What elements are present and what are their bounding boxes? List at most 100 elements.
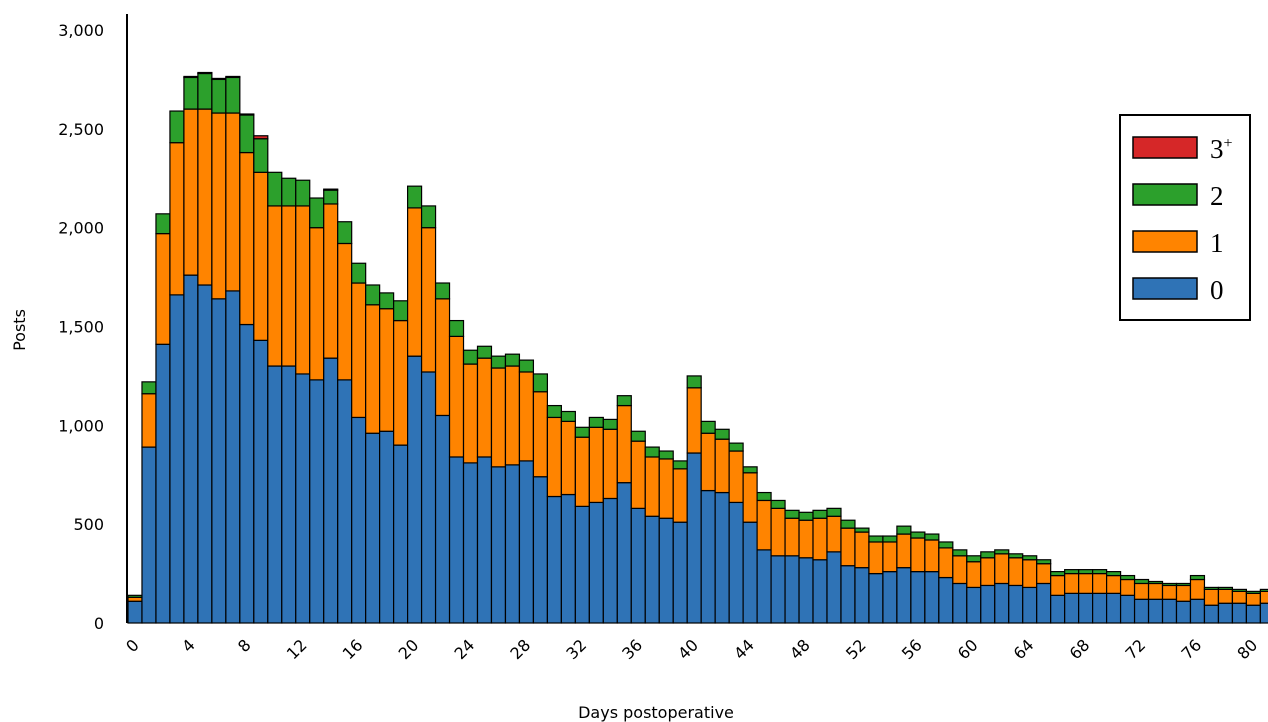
bar-segment-0-day-36: [630, 507, 646, 624]
bar-segment-1-day-50: [826, 515, 842, 553]
x-tick-label: 16: [339, 635, 367, 663]
bar-segment-0-day-77: [1203, 604, 1220, 624]
bar-segment-1-day-6: [211, 112, 227, 300]
bar-segment-2-day-10: [267, 171, 283, 207]
bar-segment-0-day-69: [1092, 592, 1108, 624]
bar-segment-0-day-57: [924, 571, 940, 624]
bar-segment-1-day-49: [812, 517, 828, 561]
bar-segment-2-day-18: [379, 292, 395, 310]
x-tick-label: 0: [122, 635, 143, 656]
y-axis-title: Posts: [10, 309, 29, 351]
x-tick-label: 24: [450, 635, 478, 663]
bar-segment-2-day-17: [365, 284, 381, 306]
bar-segment-0-day-38: [658, 517, 674, 624]
bar-segment-3plus-day-8: [239, 113, 255, 116]
bar-segment-1-day-35: [616, 404, 632, 484]
bar-segment-2-day-29: [532, 373, 548, 393]
bar-segment-1-day-36: [630, 440, 646, 509]
bar-segment-0-day-62: [994, 582, 1010, 624]
x-tick-label: 52: [842, 635, 870, 663]
bar-segment-1-day-46: [770, 507, 786, 557]
bar-segment-2-day-43: [728, 442, 744, 452]
x-tick-label: 48: [786, 635, 814, 663]
bar-segment-0-day-63: [1008, 584, 1024, 624]
bar-segment-0-day-53: [868, 572, 884, 624]
bar-segment-2-day-3: [169, 110, 185, 144]
bar-segment-1-day-58: [938, 547, 954, 579]
bar-segment-0-day-5: [197, 284, 213, 624]
bar-segment-0-day-25: [476, 456, 493, 624]
bar-segment-2-day-1: [141, 381, 157, 395]
bar-segment-0-day-74: [1161, 598, 1178, 624]
bar-segment-0-day-11: [281, 365, 297, 624]
bar-segment-0-day-71: [1119, 594, 1136, 624]
bar-segment-0-day-23: [448, 456, 465, 624]
bar-segment-2-day-49: [812, 509, 828, 519]
bar-segment-2-day-15: [337, 221, 353, 245]
y-tick-label: 500: [73, 515, 104, 534]
bar-segment-0-day-52: [854, 567, 870, 624]
x-tick-label: 32: [562, 635, 590, 663]
bar-segment-1-day-30: [546, 416, 562, 498]
bar-segment-0-day-47: [784, 555, 800, 624]
bar-segment-1-day-55: [896, 533, 912, 569]
legend-swatch-2: [1132, 183, 1198, 206]
bar-segment-3plus-day-7: [225, 75, 241, 79]
bar-segment-0-day-0: [127, 600, 143, 624]
bar-segment-0-day-13: [309, 379, 325, 624]
legend-label-1: 1: [1210, 228, 1224, 258]
legend-label-0: 0: [1210, 275, 1224, 305]
bar-segment-2-day-42: [714, 428, 730, 440]
bar-segment-0-day-29: [532, 476, 548, 624]
x-tick-label: 72: [1121, 635, 1149, 663]
bar-segment-1-day-26: [490, 367, 507, 468]
bar-segment-2-day-11: [281, 177, 297, 207]
bar-segment-0-day-43: [728, 501, 744, 624]
bar-segment-0-day-60: [966, 586, 982, 624]
bar-segment-0-day-64: [1022, 586, 1038, 624]
bar-segment-2-day-60: [966, 555, 982, 563]
bar-segment-1-day-67: [1064, 572, 1080, 594]
bar-segment-1-day-64: [1022, 559, 1038, 589]
bar-segment-2-day-73: [1147, 580, 1164, 585]
bar-segment-1-day-19: [393, 319, 409, 446]
x-tick-label: 76: [1177, 635, 1205, 663]
bar-segment-2-day-23: [448, 319, 465, 337]
bar-segment-0-day-7: [225, 290, 241, 624]
bar-segment-2-day-65: [1036, 559, 1052, 565]
bar-segment-0-day-70: [1105, 592, 1122, 624]
bar-segment-2-day-66: [1050, 571, 1066, 577]
y-tick-label: 3,000: [58, 21, 104, 40]
bar-segment-0-day-79: [1231, 602, 1248, 624]
bar-segment-2-day-53: [868, 535, 884, 543]
bar-segment-2-day-27: [504, 353, 521, 367]
bar-segment-2-day-61: [980, 551, 996, 559]
bar-segment-0-day-56: [910, 571, 926, 624]
bar-segment-2-day-9: [253, 138, 269, 173]
bar-segment-1-day-17: [365, 304, 381, 434]
y-tick-label: 2,500: [58, 120, 104, 139]
bar-segment-1-day-62: [994, 553, 1010, 585]
bar-segment-2-day-72: [1133, 578, 1150, 585]
x-tick-label: 64: [1010, 635, 1038, 663]
bar-segment-1-day-14: [323, 203, 339, 359]
bar-segment-2-day-40: [686, 375, 702, 389]
bar-segment-0-day-44: [742, 521, 758, 624]
bar-segment-1-day-77: [1203, 588, 1220, 606]
bar-segment-0-day-61: [980, 584, 996, 624]
bar-segment-0-day-46: [770, 555, 786, 624]
bar-segment-2-day-38: [658, 450, 674, 460]
x-tick-label: 80: [1233, 635, 1261, 663]
bar-segment-2-day-36: [630, 430, 646, 442]
bar-segment-0-day-73: [1147, 598, 1164, 624]
bar-segment-1-day-13: [309, 227, 325, 381]
y-tick-label: 0: [94, 614, 104, 633]
bar-segment-0-day-39: [672, 521, 688, 624]
legend-label-3plus: 3+: [1210, 134, 1233, 164]
bar-segment-1-day-57: [924, 539, 940, 573]
bar-segment-0-day-6: [211, 298, 227, 624]
bar-segment-1-day-10: [267, 205, 283, 367]
bar-segment-0-day-45: [756, 549, 772, 624]
bar-segment-1-day-25: [476, 357, 493, 458]
bar-segment-1-day-44: [742, 472, 758, 523]
